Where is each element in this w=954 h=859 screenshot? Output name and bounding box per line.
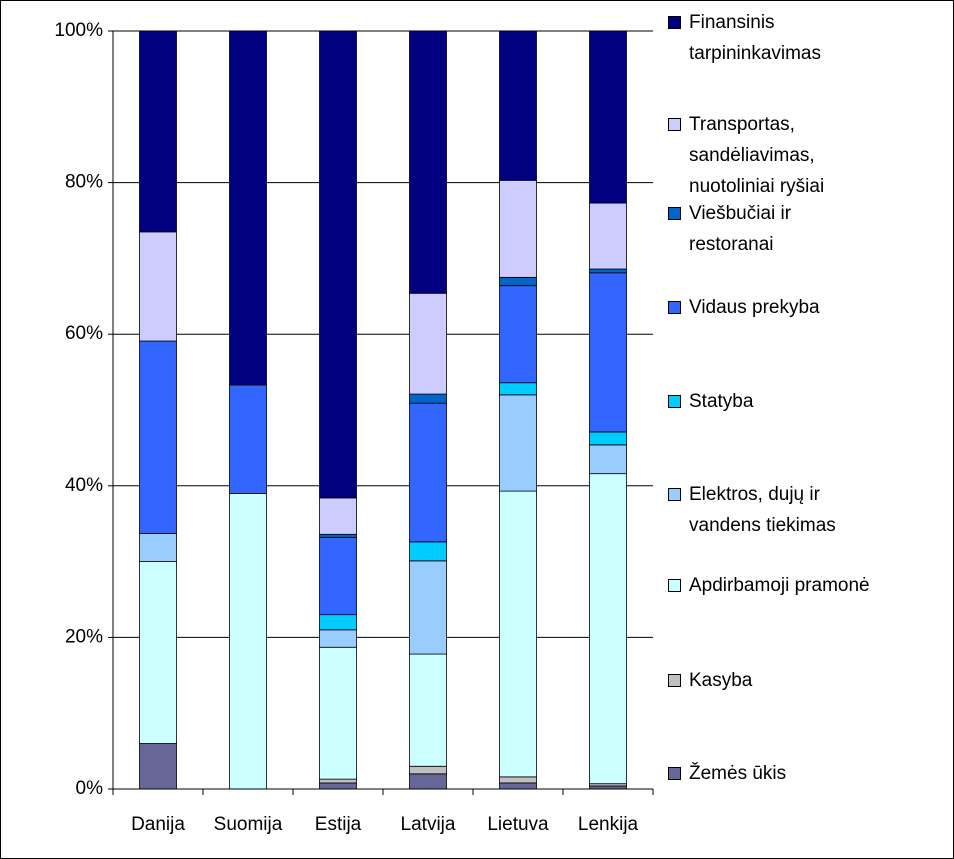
x-tick-label: Latvija (401, 814, 456, 835)
legend-label: Apdirbamoji pramonė (689, 575, 870, 596)
legend-swatch (668, 301, 681, 314)
legend-label: Vidaus prekyba (689, 297, 820, 318)
bar-segment (499, 776, 537, 784)
bar-segment (409, 393, 447, 404)
bar-segment (409, 30, 447, 294)
bar-segment (319, 778, 357, 784)
legend-item: Žemės ūkis (668, 758, 894, 789)
bar-segment (409, 402, 447, 543)
legend-item: Kasyba (668, 665, 894, 696)
bar-segment (139, 561, 177, 744)
legend-item: Apdirbamoji pramonė (668, 570, 904, 601)
y-tick-label: 0% (76, 778, 104, 799)
legend-swatch (668, 395, 681, 408)
bar-segment (499, 179, 537, 278)
bar-segment (229, 384, 267, 494)
legend-swatch (668, 16, 681, 29)
legend-label: Viešbučiai ir restoranai (689, 203, 792, 255)
bar-segment (589, 272, 627, 433)
bar-segment (319, 30, 357, 499)
bar-segment (589, 268, 627, 274)
legend-label: Žemės ūkis (689, 763, 787, 784)
bar-segment (319, 497, 357, 535)
legend-item: Finansinis tarpininkavimas (668, 7, 894, 69)
bar-segment (319, 533, 357, 538)
legend-item: Statyba (668, 386, 894, 417)
x-tick-label: Lenkija (578, 814, 639, 835)
legend-item: Elektros, dujų ir vandens tiekimas (668, 479, 894, 541)
legend-swatch (668, 488, 681, 501)
x-tick-label: Lietuva (487, 814, 549, 835)
bar-segment (589, 473, 627, 785)
bar-segment (319, 646, 357, 780)
bar-segment (589, 202, 627, 270)
bar-segment (499, 285, 537, 384)
bar-segment (499, 782, 537, 790)
bar-segment (409, 541, 447, 562)
bar-segment (139, 30, 177, 233)
bar-segment (409, 773, 447, 790)
bar-segment (319, 614, 357, 631)
bar-segment (499, 276, 537, 287)
bar-segment (499, 490, 537, 778)
bar-segment (319, 536, 357, 616)
bar-segment (409, 653, 447, 767)
legend-item: Viešbučiai ir restoranai (668, 198, 829, 260)
x-tick-label: Danija (131, 814, 185, 835)
x-tick-label: Estija (315, 814, 362, 835)
legend-label: Statyba (689, 391, 754, 412)
bar-segment (139, 743, 177, 790)
bar-segment (139, 533, 177, 563)
bar-segment (139, 340, 177, 534)
bar-segment (409, 292, 447, 395)
bar-segment (229, 30, 267, 386)
legend-swatch (668, 207, 681, 220)
bar-segment (139, 231, 177, 342)
y-tick-label: 80% (65, 172, 103, 193)
legend-swatch (668, 767, 681, 780)
bar-segment (409, 560, 447, 655)
bar-segment (589, 30, 627, 204)
y-tick-label: 100% (54, 20, 103, 41)
bar-segment (229, 492, 267, 790)
bar-segment (499, 30, 537, 181)
bar-segment (409, 765, 447, 775)
y-tick-label: 40% (65, 475, 103, 496)
bar-segment (499, 382, 537, 396)
legend-label: Transportas, sandėliavimas, nuotoliniai … (689, 114, 825, 197)
bar-segment (589, 444, 627, 475)
y-tick-label: 20% (65, 626, 103, 647)
bar-segment (499, 394, 537, 492)
legend-swatch (668, 118, 681, 131)
legend-swatch (668, 579, 681, 592)
legend-label: Elektros, dujų ir vandens tiekimas (689, 484, 836, 536)
legend-swatch (668, 674, 681, 687)
y-tick-label: 60% (65, 323, 103, 344)
legend-label: Finansinis tarpininkavimas (689, 12, 821, 64)
legend-label: Kasyba (689, 670, 753, 691)
bar-segment (319, 629, 357, 648)
bar-segment (589, 431, 627, 446)
x-tick-label: Suomija (214, 814, 283, 835)
legend-item: Vidaus prekyba (668, 292, 894, 323)
bar-segment (319, 782, 357, 790)
legend-item: Transportas, sandėliavimas, nuotoliniai … (668, 109, 894, 202)
